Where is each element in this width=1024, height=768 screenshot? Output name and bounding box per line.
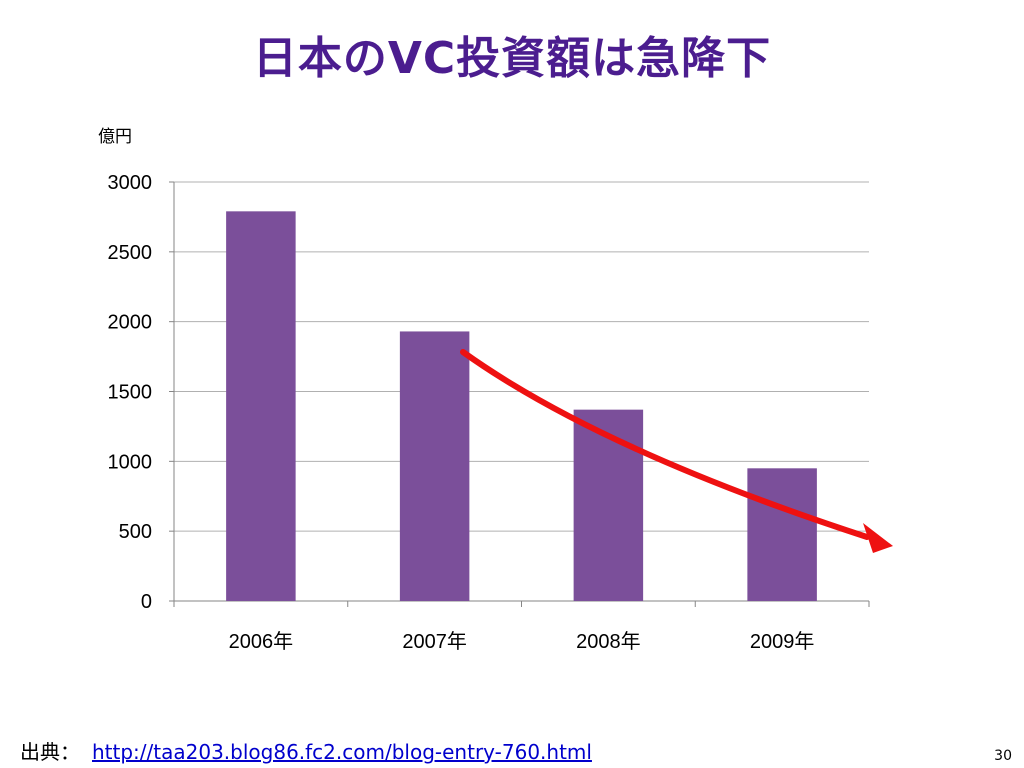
page-number: 30 <box>994 748 1012 764</box>
source-line: 出典： http://taa203.blog86.fc2.com/blog-ent… <box>20 736 592 765</box>
source-prefix: 出典： <box>20 740 80 764</box>
x-category-label: 2008年 <box>576 630 641 653</box>
y-tick-label: 0 <box>141 591 152 613</box>
x-category-label: 2009年 <box>750 630 815 653</box>
trend-arrow-head <box>863 523 893 553</box>
bar-2009年 <box>747 468 817 601</box>
y-tick-label: 500 <box>119 521 152 543</box>
y-tick-label: 3000 <box>108 172 153 194</box>
slide-title: 日本のVC投資額は急降下 <box>252 33 772 84</box>
trend-arrow-line <box>460 349 870 540</box>
y-axis-unit-label: 億円 <box>98 127 132 147</box>
bar-2008年 <box>573 409 644 601</box>
y-tick-label: 2000 <box>108 312 153 334</box>
y-tick-label: 1500 <box>108 382 153 404</box>
bar-2007年 <box>399 331 470 601</box>
y-tick-label: 1000 <box>108 451 153 473</box>
bar-2006年 <box>226 211 296 601</box>
y-tick-label: 2500 <box>108 242 153 264</box>
source-link[interactable]: http://taa203.blog86.fc2.com/blog-entry-… <box>92 740 592 764</box>
x-category-label: 2007年 <box>402 630 467 653</box>
x-category-label: 2006年 <box>229 630 294 653</box>
